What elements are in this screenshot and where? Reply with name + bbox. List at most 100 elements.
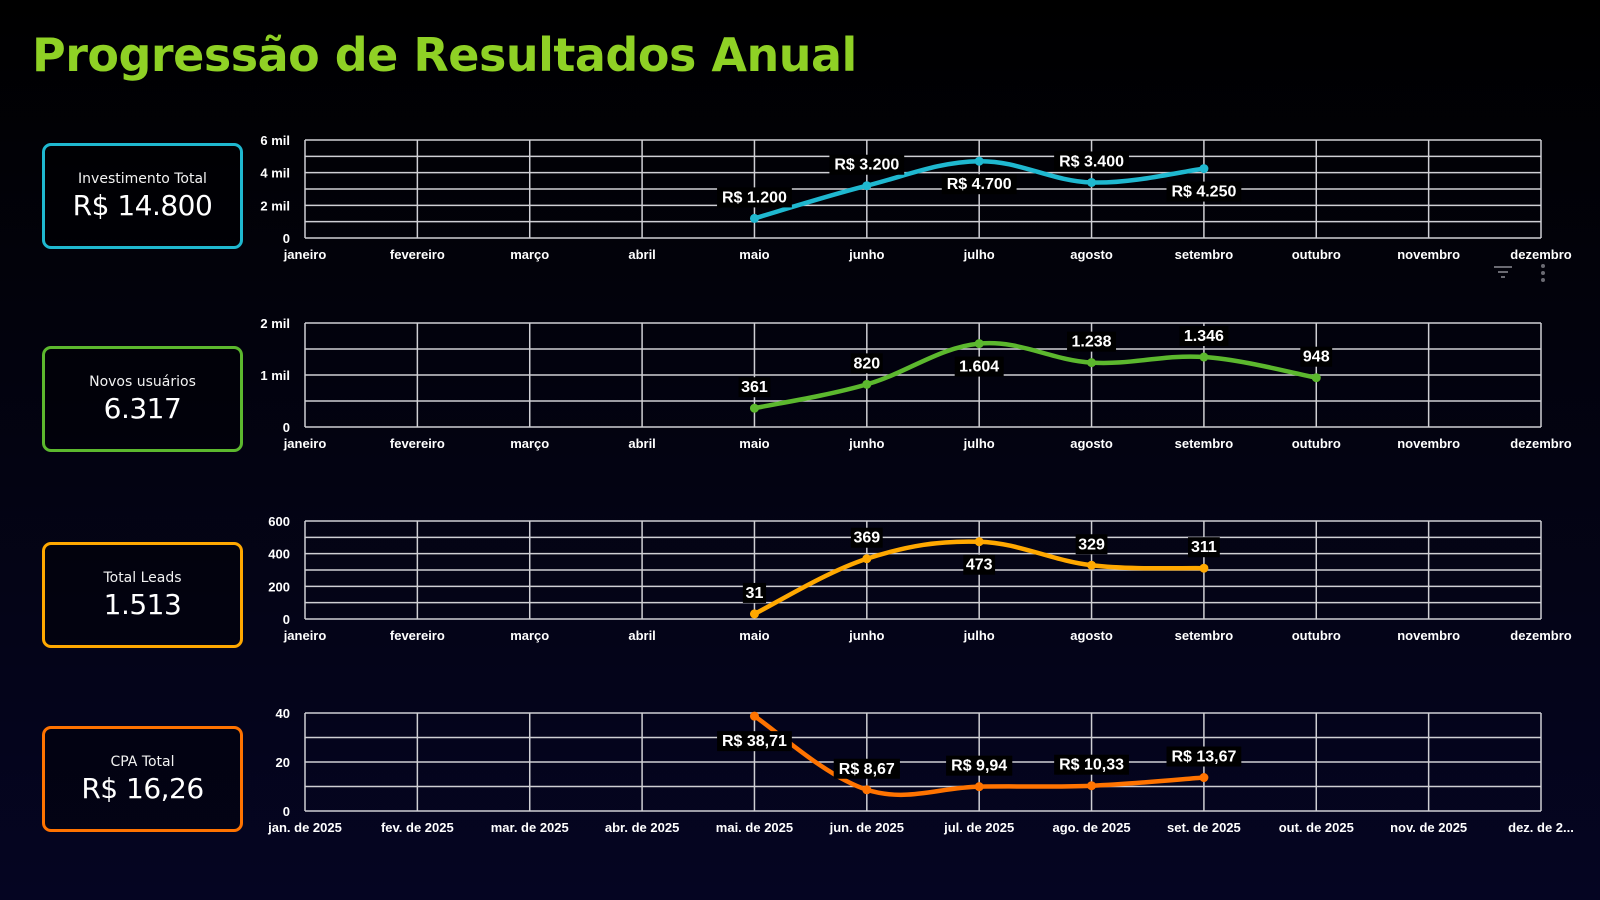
- kpi-value: R$ 16,26: [81, 771, 204, 805]
- x-tick-label: janeiro: [283, 247, 327, 262]
- data-point[interactable]: [974, 537, 984, 547]
- kpi-card-total-leads: Total Leads 1.513: [42, 542, 243, 648]
- x-tick-label: mar. de 2025: [491, 820, 569, 835]
- y-tick-label: 200: [268, 579, 290, 594]
- plot-grid: [304, 520, 1542, 620]
- data-label: 473: [966, 557, 993, 574]
- x-tick-label: nov. de 2025: [1390, 820, 1467, 835]
- data-label: 369: [853, 530, 880, 547]
- data-point[interactable]: [1199, 773, 1209, 783]
- series-line: [752, 340, 1319, 411]
- x-tick-label: agosto: [1070, 247, 1113, 262]
- x-tick-label: janeiro: [283, 436, 327, 451]
- x-tick-label: jan. de 2025: [267, 820, 342, 835]
- x-tick-label: janeiro: [283, 628, 327, 643]
- y-tick-label: 600: [268, 514, 290, 529]
- kpi-label: Total Leads: [103, 569, 182, 586]
- y-tick-label: 20: [276, 755, 290, 770]
- data-label: 31: [746, 585, 764, 602]
- data-label: R$ 10,33: [1059, 757, 1124, 774]
- data-label: 1.604: [959, 359, 999, 376]
- data-point[interactable]: [862, 554, 872, 564]
- x-tick-label: abril: [628, 247, 655, 262]
- data-point[interactable]: [862, 379, 872, 389]
- x-tick-label: junho: [848, 436, 884, 451]
- data-point[interactable]: [974, 156, 984, 166]
- data-label: 329: [1078, 536, 1105, 553]
- x-tick-label: fevereiro: [390, 628, 445, 643]
- data-point[interactable]: [1199, 352, 1209, 362]
- x-tick-label: julho: [963, 628, 995, 643]
- data-point[interactable]: [749, 711, 759, 721]
- data-point[interactable]: [1087, 177, 1097, 187]
- x-tick-label: março: [510, 247, 549, 262]
- data-point[interactable]: [974, 782, 984, 792]
- page-title: Progressão de Resultados Anual: [32, 28, 857, 82]
- x-tick-label: fevereiro: [390, 247, 445, 262]
- x-tick-label: abr. de 2025: [605, 820, 679, 835]
- kpi-label: Novos usuários: [89, 373, 196, 390]
- x-tick-label: abril: [628, 628, 655, 643]
- data-label: R$ 38,71: [722, 733, 787, 750]
- data-point[interactable]: [1199, 164, 1209, 174]
- x-tick-label: maio: [739, 436, 769, 451]
- x-tick-label: out. de 2025: [1279, 820, 1354, 835]
- x-tick-label: outubro: [1292, 436, 1341, 451]
- data-point[interactable]: [1087, 781, 1097, 791]
- kpi-label: CPA Total: [110, 753, 175, 770]
- data-label: 948: [1303, 349, 1330, 366]
- y-tick-label: 0: [283, 612, 290, 627]
- data-point[interactable]: [862, 181, 872, 191]
- data-label: R$ 4.700: [947, 176, 1012, 193]
- kpi-card-cpa-total: CPA Total R$ 16,26: [42, 726, 243, 832]
- x-tick-label: agosto: [1070, 436, 1113, 451]
- y-tick-label: 0: [283, 804, 290, 819]
- x-tick-label: ago. de 2025: [1053, 820, 1131, 835]
- data-point[interactable]: [974, 339, 984, 349]
- x-tick-label: fevereiro: [390, 436, 445, 451]
- kpi-value: 6.317: [103, 391, 182, 425]
- x-tick-label: novembro: [1397, 628, 1460, 643]
- y-tick-label: 6 mil: [260, 133, 290, 148]
- more-vert-icon[interactable]: [1538, 263, 1548, 283]
- x-tick-label: set. de 2025: [1167, 820, 1241, 835]
- x-tick-label: março: [510, 436, 549, 451]
- data-point[interactable]: [1087, 358, 1097, 368]
- filter-icon[interactable]: [1493, 264, 1515, 280]
- kpi-label: Investimento Total: [78, 170, 207, 187]
- data-point[interactable]: [749, 213, 759, 223]
- x-tick-label: jun. de 2025: [829, 820, 904, 835]
- y-tick-label: 4 mil: [260, 166, 290, 181]
- data-label: 1.238: [1072, 334, 1112, 351]
- x-tick-label: novembro: [1397, 247, 1460, 262]
- x-tick-label: maio: [739, 247, 769, 262]
- x-tick-label: junho: [848, 628, 884, 643]
- data-label: R$ 1.200: [722, 189, 787, 206]
- x-tick-label: maio: [739, 628, 769, 643]
- data-label: R$ 8,67: [839, 761, 895, 778]
- y-tick-label: 2 mil: [260, 198, 290, 213]
- data-point[interactable]: [749, 403, 759, 413]
- data-point[interactable]: [862, 785, 872, 795]
- plot-grid: [304, 139, 1542, 239]
- data-point[interactable]: [1087, 560, 1097, 570]
- data-label: R$ 3.400: [1059, 153, 1124, 170]
- x-tick-label: dez. de 2...: [1508, 820, 1574, 835]
- data-label: R$ 13,67: [1171, 749, 1236, 766]
- data-label: 361: [741, 379, 768, 396]
- data-point[interactable]: [749, 609, 759, 619]
- data-point[interactable]: [1199, 563, 1209, 573]
- data-label: 311: [1191, 539, 1217, 556]
- kpi-value: 1.513: [103, 587, 182, 621]
- data-point[interactable]: [1311, 373, 1321, 383]
- y-tick-label: 0: [283, 231, 290, 246]
- x-tick-label: mai. de 2025: [716, 820, 793, 835]
- x-tick-label: julho: [963, 436, 995, 451]
- y-tick-label: 1 mil: [260, 368, 290, 383]
- data-label: 820: [853, 355, 880, 372]
- x-tick-label: outubro: [1292, 247, 1341, 262]
